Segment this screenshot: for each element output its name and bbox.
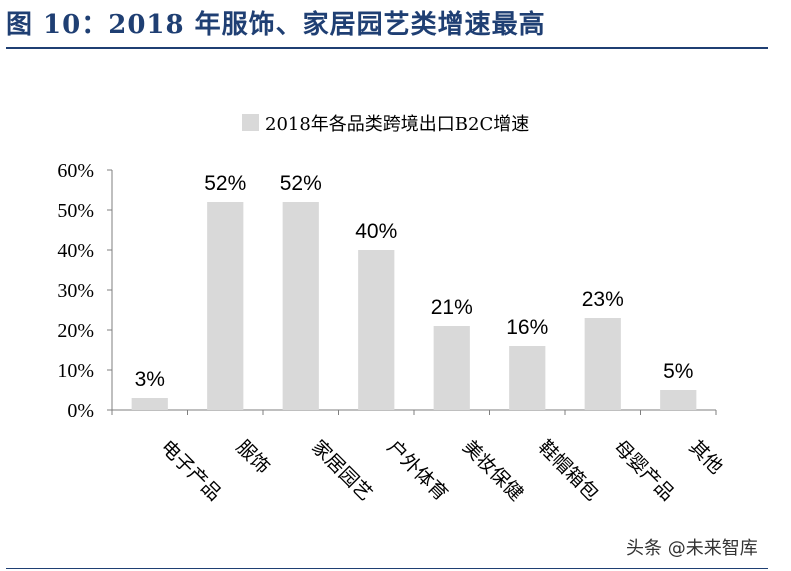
bar-value-label: 52% <box>280 172 322 195</box>
bar <box>509 346 546 410</box>
category-label: 户外体育 <box>383 436 452 505</box>
bar <box>358 250 395 410</box>
category-label: 其他 <box>685 436 727 478</box>
category-label: 电子产品 <box>156 436 225 505</box>
bar-value-label: 23% <box>582 288 624 311</box>
category-label: 鞋帽箱包 <box>534 436 603 505</box>
bar <box>584 318 621 410</box>
y-tick-label: 20% <box>57 320 94 342</box>
bar <box>207 202 244 410</box>
y-tick-label: 50% <box>57 200 94 222</box>
y-tick-label: 60% <box>57 160 94 182</box>
bar <box>282 202 319 410</box>
category-label: 母婴产品 <box>609 436 678 505</box>
category-label: 服饰 <box>232 436 274 478</box>
title-rule <box>6 47 768 49</box>
y-tick-label: 40% <box>57 240 94 262</box>
figure-title: 图 10：2018 年服饰、家居园艺类增速最高 <box>6 10 546 40</box>
bar <box>433 326 470 410</box>
bar-value-label: 16% <box>506 316 548 339</box>
y-tick-label: 0% <box>67 400 94 422</box>
bar-value-label: 21% <box>431 296 473 319</box>
category-label: 美妆保健 <box>458 436 527 505</box>
y-tick-label: 30% <box>57 280 94 302</box>
category-label: 家居园艺 <box>307 436 376 505</box>
y-tick-label: 10% <box>57 360 94 382</box>
bar-value-label: 40% <box>355 220 397 243</box>
watermark-text: 头条 @未来智库 <box>626 538 758 559</box>
legend-swatch <box>242 114 259 131</box>
bar <box>660 390 697 410</box>
bar-value-label: 5% <box>663 360 693 383</box>
bar-value-label: 3% <box>135 368 165 391</box>
bar <box>131 398 168 410</box>
bar-value-label: 52% <box>204 172 246 195</box>
bottom-rule <box>6 568 768 569</box>
legend-label: 2018年各品类跨境出口B2C增速 <box>265 114 529 135</box>
